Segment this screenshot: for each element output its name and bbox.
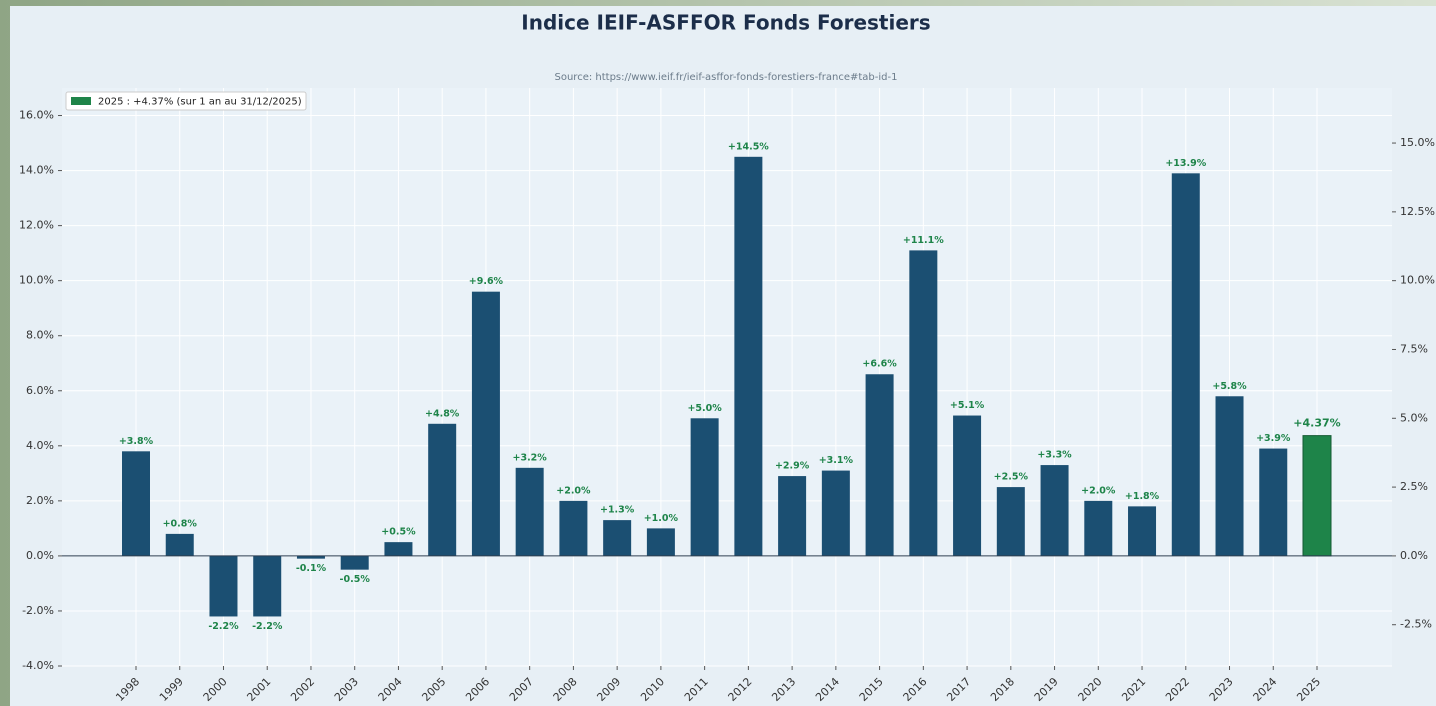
value-label: +9.6%	[469, 276, 504, 287]
value-label: +3.1%	[819, 455, 854, 466]
y-tick-label: 0.0%	[26, 549, 54, 562]
bar	[428, 424, 456, 556]
value-label: +4.37%	[1293, 417, 1340, 430]
value-label: +1.0%	[644, 513, 679, 524]
bar	[603, 520, 631, 556]
bar	[559, 501, 587, 556]
bar	[122, 451, 150, 556]
bar	[734, 157, 762, 556]
y2-tick-label: 5.0%	[1400, 411, 1428, 424]
y-tick-label: 12.0%	[19, 219, 54, 232]
value-label: +5.8%	[1212, 381, 1247, 392]
value-label: -0.5%	[340, 574, 371, 585]
value-label: +4.8%	[425, 408, 460, 419]
bar	[384, 542, 412, 556]
bar	[909, 250, 937, 556]
value-label: +2.0%	[1081, 485, 1116, 496]
value-label: -0.1%	[296, 563, 327, 574]
value-label: +3.8%	[119, 436, 154, 447]
y-tick-label: 4.0%	[26, 439, 54, 452]
value-label: +13.9%	[1165, 158, 1206, 169]
y-tick-label: 6.0%	[26, 384, 54, 397]
bar	[1128, 506, 1156, 556]
bar	[1259, 449, 1287, 556]
y-tick-label: 14.0%	[19, 164, 54, 177]
page: {"chart_data": { "type": "bar", "title":…	[0, 0, 1436, 706]
bar	[1303, 436, 1331, 556]
y-tick-label: 2.0%	[26, 494, 54, 507]
value-label: +3.3%	[1037, 450, 1072, 461]
y-tick-label: 16.0%	[19, 109, 54, 122]
bar	[472, 292, 500, 556]
value-label: -2.2%	[208, 621, 239, 632]
value-label: +5.1%	[950, 400, 985, 411]
chart-subtitle: Source: https://www.ieif.fr/ieif-asffor-…	[555, 72, 898, 83]
y2-tick-label: 10.0%	[1400, 274, 1435, 287]
value-label: +1.8%	[1125, 491, 1160, 502]
value-label: +0.5%	[381, 527, 416, 538]
chart-title: Indice IEIF-ASFFOR Fonds Forestiers	[521, 11, 930, 35]
bar	[341, 556, 369, 570]
value-label: -2.2%	[252, 621, 283, 632]
value-label: +2.9%	[775, 461, 810, 472]
y-tick-label: -2.0%	[22, 604, 54, 617]
value-label: +0.8%	[163, 518, 198, 529]
bar	[1041, 465, 1069, 556]
y-tick-label: 10.0%	[19, 274, 54, 287]
bar	[822, 471, 850, 556]
bar	[997, 487, 1025, 556]
bar	[1216, 396, 1244, 556]
bar	[1172, 173, 1200, 556]
legend-swatch	[71, 97, 91, 105]
value-label: +11.1%	[903, 235, 944, 246]
y2-tick-label: 2.5%	[1400, 480, 1428, 493]
bar	[691, 418, 719, 556]
bar	[778, 476, 806, 556]
value-label: +14.5%	[728, 141, 769, 152]
bar	[516, 468, 544, 556]
bar	[647, 528, 675, 556]
y2-tick-label: 7.5%	[1400, 342, 1428, 355]
y-tick-label: 8.0%	[26, 329, 54, 342]
bar	[166, 534, 194, 556]
bar	[209, 556, 237, 617]
y2-tick-label: 15.0%	[1400, 136, 1435, 149]
chart: Indice IEIF-ASFFOR Fonds Forestiers Sour…	[0, 0, 1436, 706]
value-label: +3.2%	[513, 452, 548, 463]
bar	[1084, 501, 1112, 556]
y2-tick-label: 12.5%	[1400, 205, 1435, 218]
value-label: +5.0%	[687, 403, 722, 414]
value-label: +1.3%	[600, 505, 635, 516]
y-tick-label: -4.0%	[22, 659, 54, 672]
value-label: +2.5%	[994, 472, 1029, 483]
y2-tick-label: 0.0%	[1400, 549, 1428, 562]
value-label: +2.0%	[556, 485, 591, 496]
bar	[253, 556, 281, 617]
legend-label: 2025 : +4.37% (sur 1 an au 31/12/2025)	[98, 97, 302, 108]
y2-tick-label: -2.5%	[1400, 618, 1432, 631]
bar	[866, 374, 894, 556]
value-label: +6.6%	[862, 359, 897, 370]
bar	[953, 416, 981, 556]
value-label: +3.9%	[1256, 433, 1291, 444]
